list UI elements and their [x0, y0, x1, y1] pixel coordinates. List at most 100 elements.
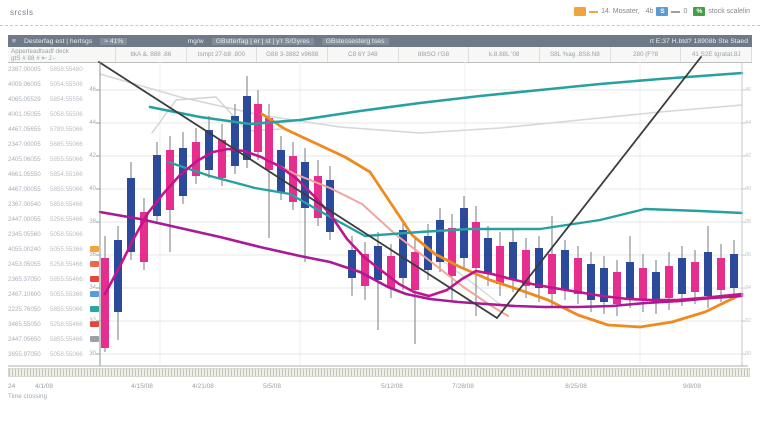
candle-body [374, 246, 382, 280]
candle-body [561, 250, 569, 290]
list-item[interactable]: 2345.05560 5058.55066 [8, 227, 100, 242]
candle-body [436, 220, 444, 262]
x-axis-tick-label: 5/5/08 [262, 383, 282, 390]
timeline-scrollbar[interactable] [8, 368, 750, 377]
list-item-value-1: 4467.05655 [8, 126, 41, 133]
y-axis-tick-label: 40 [89, 186, 96, 192]
summary-cell: tsmpt 27-b8 .800 [187, 47, 258, 62]
summary-cell-line2: gtS # 88 # ⇤ J← [11, 54, 58, 62]
summary-cell: 280 (F?8 [611, 47, 682, 62]
list-item-marker-icon [90, 321, 99, 327]
summary-cell: 41 S2E tgratat.8J [681, 47, 753, 62]
scale-green-swatch: % [693, 7, 706, 16]
list-item-value-2: 5054.55506 [50, 81, 83, 88]
ma-orange-swatch [574, 7, 587, 16]
list-item-value-1: 4661.05550 [8, 171, 41, 178]
list-item[interactable]: 2467.10600 5055.55366 [8, 287, 100, 302]
list-item[interactable]: 2365.37050 5855.55466 [8, 272, 100, 287]
list-item[interactable]: 2447.00055 5256.55466 [8, 212, 100, 227]
list-item[interactable]: 3655.97050 5058.55066 [8, 347, 100, 362]
candle-body [730, 254, 738, 288]
summary-row: Apperteadtsadf deck gtS # 88 # ⇤ J← ttkA &… [8, 47, 753, 63]
list-item[interactable]: 2447.05650 5855.55466 [8, 332, 100, 347]
y-axis-right-tick-label: 44 [745, 120, 752, 126]
list-item-marker-icon [90, 306, 99, 312]
list-item-marker-icon [90, 291, 99, 297]
teal-lower-ma-line [166, 160, 744, 238]
legend-item[interactable]: 14. Mosater, [574, 7, 640, 16]
list-item[interactable]: 4065.05529 5854.55556 [8, 92, 100, 107]
window-title: srcsls [10, 8, 34, 17]
candle-body [218, 140, 226, 178]
list-item-value-2: 5855.55066 [50, 186, 83, 193]
candle-body [600, 268, 608, 302]
candle-body [153, 155, 161, 216]
y-axis-right-tick-label: 34 [745, 285, 752, 291]
candle-body [231, 116, 239, 166]
top-divider [0, 25, 760, 26]
list-item-value-1: 4065.05529 [8, 96, 41, 103]
candle-body [205, 130, 213, 170]
x-axis-tick-label: 4/15/08 [131, 383, 153, 390]
candle-body [399, 230, 407, 278]
list-item[interactable]: 4467.05655 5789.55066 [8, 122, 100, 137]
legend-item[interactable]: 4b S 0 [646, 7, 687, 16]
summary-cell: G88 3-3882 v9688 [257, 47, 329, 62]
list-item-value-2: 5855.55466 [50, 336, 83, 343]
toolbar-item-2[interactable]: GBstterfag | er | st | y'r S/Gyres [211, 37, 314, 45]
x-axis-tick-label: 8/25/08 [565, 383, 587, 390]
list-item[interactable]: 2225.76050 5855.55066 [8, 302, 100, 317]
menu-icon[interactable]: ≡ [12, 37, 16, 45]
summary-cell: S8L %ag .8S8.N8 [540, 47, 611, 62]
toolbar-title[interactable]: Desterfag est | hertsgs [23, 37, 93, 45]
orange-ma-line [260, 112, 744, 329]
list-item-value-1: 2405.06055 [8, 156, 41, 163]
list-item-value-2: 5058.55506 [50, 111, 83, 118]
x-axis-tick-label: 4/21/08 [192, 383, 214, 390]
candle-body [243, 96, 251, 160]
gray-upper-line [99, 73, 743, 134]
toolbar-item-1[interactable]: mg/w [187, 37, 204, 45]
candle-body [678, 258, 686, 294]
list-item[interactable]: 2387.00005 5858.55480 [8, 62, 100, 77]
list-item[interactable]: 4467.00055 5855.55066 [8, 182, 100, 197]
list-item[interactable]: 3465.55050 5258.55466 [8, 317, 100, 332]
list-item[interactable]: 2453.05055 5258.55466 [8, 257, 100, 272]
y-axis-right-tick-label: 46 [745, 87, 752, 93]
candle-body [254, 104, 262, 152]
list-item-value-2: 5258.55466 [50, 261, 83, 268]
list-item[interactable]: 4055.00240 5055.55366 [8, 242, 100, 257]
list-item-value-1: 2447.00055 [8, 216, 41, 223]
toolbar: ≡ Desterfag est | hertsgs ≈ 41% mg/w GBs… [8, 35, 752, 47]
list-item-marker-icon [90, 246, 99, 252]
list-item-value-1: 4009.06005 [8, 81, 41, 88]
list-item-value-1: 2225.76050 [8, 306, 41, 313]
list-item-value-2: 5789.55066 [50, 126, 83, 133]
list-item[interactable]: 2367.00540 5858.55466 [8, 197, 100, 212]
list-item[interactable]: 4661.05550 5854.55166 [8, 167, 100, 182]
candle-body [587, 264, 595, 300]
list-item[interactable]: 2405.06055 5855.55066 [8, 152, 100, 167]
summary-cell: Apperteadtsadf deck gtS # 88 # ⇤ J← [8, 47, 116, 62]
list-item-value-2: 5055.55366 [50, 291, 83, 298]
quote-list: 2387.00005 5858.55480 4009.06005 5054.55506… [8, 62, 100, 362]
toolbar-item-3[interactable]: GBstessesterg tses [321, 37, 389, 45]
chart-legend: 14. Mosater, 4b S 0 % stock scalelin [574, 7, 750, 16]
y-axis-tick-label: 46 [89, 87, 96, 93]
legend-item[interactable]: % stock scalelin [693, 7, 750, 16]
indicator-blue-swatch: S [656, 7, 669, 16]
list-item-marker-icon [90, 261, 99, 267]
y-axis-tick-label: 42 [89, 153, 96, 159]
list-item[interactable]: 2347.00005 5685.55066 [8, 137, 100, 152]
list-item-value-2: 5055.55366 [50, 246, 83, 253]
candle-body [361, 254, 369, 286]
legend-line [589, 10, 599, 13]
list-item[interactable]: 4001.05055 5058.55506 [8, 107, 100, 122]
list-item-value-1: 4001.05055 [8, 111, 41, 118]
candle-body [348, 250, 356, 278]
list-item-value-1: 2347.00005 [8, 141, 41, 148]
list-item[interactable]: 4009.06005 5054.55506 [8, 77, 100, 92]
candle-body [127, 178, 135, 252]
y-axis-right-tick-label: 40 [745, 186, 752, 192]
